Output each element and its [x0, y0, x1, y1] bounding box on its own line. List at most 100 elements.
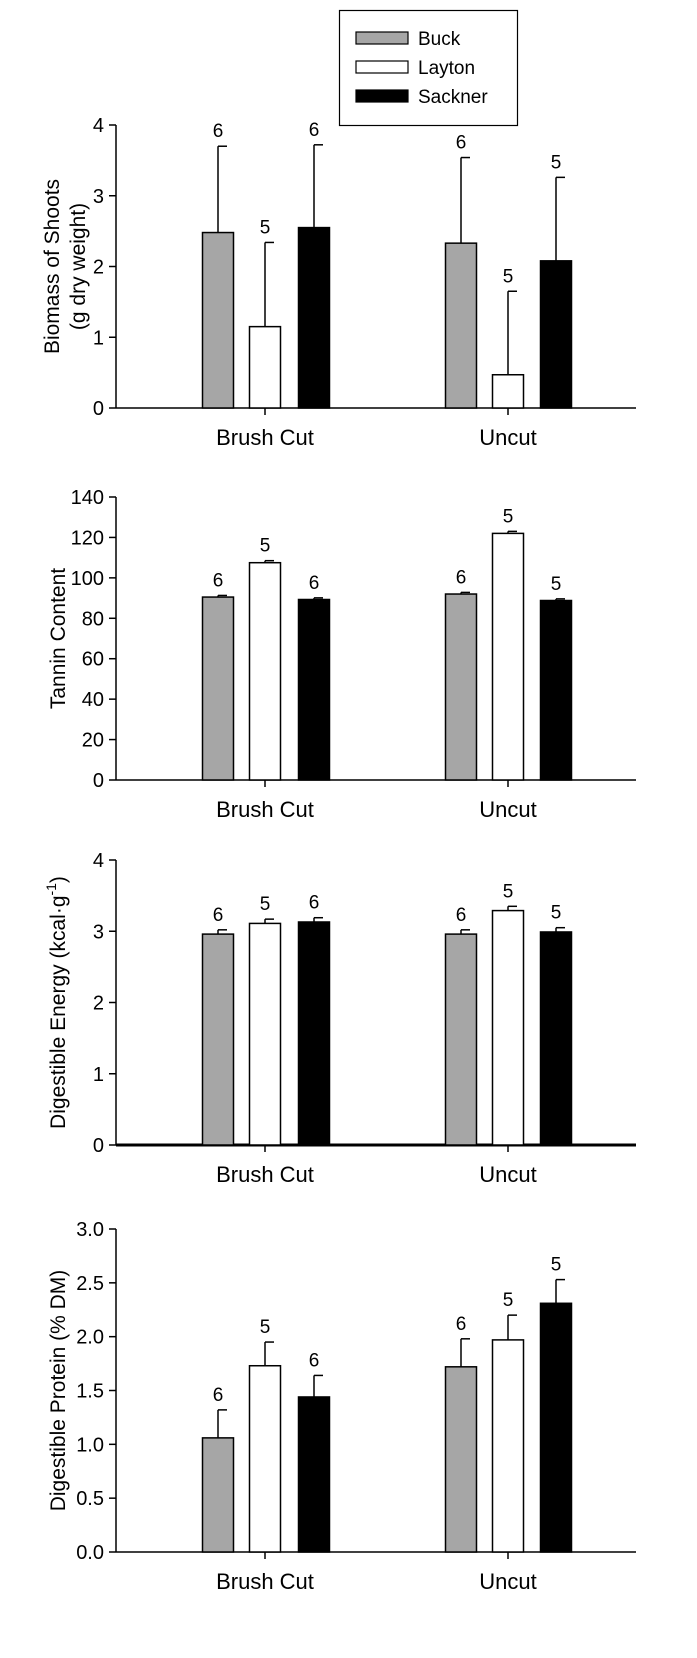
n-label-layton-uncut: 5 [503, 1290, 514, 1311]
y-axis-label: Digestible Protein (% DM) [47, 1270, 70, 1512]
n-label-sackner-uncut: 5 [551, 152, 562, 173]
n-label-layton-brush-cut: 5 [260, 536, 271, 557]
y-axis-label: Biomass of Shoots (g dry weight) [41, 179, 90, 354]
legend-swatch-layton [355, 60, 409, 74]
x-tick-label: Brush Cut [216, 797, 314, 822]
y-axis-label-line: (g dry weight) [67, 203, 90, 330]
y-tick-label: 0 [93, 770, 104, 792]
panel-1: 0 1 2 3 4 Brush Cut Uncut Biomass of Shoots (g d… [41, 115, 636, 450]
n-label-layton-brush-cut: 5 [260, 1317, 271, 1338]
n-label-buck-uncut: 6 [456, 133, 467, 154]
bar-layton-brush-cut [248, 325, 282, 409]
bar-buck-uncut [444, 242, 478, 409]
panel-2: 0 20 40 60 80 100 120 140 Brush Cut Uncut Tannin C… [47, 487, 636, 822]
y-tick-label: 0 [93, 398, 104, 420]
y-axis-label: Tannin Content [47, 568, 70, 709]
n-label-buck-uncut: 6 [456, 1314, 467, 1335]
bar-sackner-brush-cut [297, 598, 331, 781]
y-tick-label: 80 [82, 608, 104, 630]
y-tick-label: 0.0 [76, 1542, 104, 1564]
n-label-layton-uncut: 5 [503, 881, 514, 902]
y-tick-label: 140 [71, 487, 104, 509]
bar-sackner-brush-cut [297, 1396, 331, 1553]
bar-layton-brush-cut [248, 1364, 282, 1553]
n-label-layton-brush-cut: 5 [260, 894, 271, 915]
y-axis-label-line: Biomass of Shoots [41, 179, 64, 354]
n-label-sackner-brush-cut: 6 [309, 573, 320, 594]
y-tick-label: 3 [93, 186, 104, 208]
y-tick-label: 40 [82, 689, 104, 711]
bar-layton-brush-cut [248, 922, 282, 1146]
y-tick-label: 1 [93, 1064, 104, 1086]
y-tick-label: 0.5 [76, 1488, 104, 1510]
bar-sackner-brush-cut [297, 226, 331, 409]
y-tick-label: 4 [93, 115, 104, 137]
x-tick-label: Brush Cut [216, 1569, 314, 1594]
y-tick-label: 2 [93, 993, 104, 1015]
y-axis-label-close: ) [47, 876, 70, 883]
n-label-sackner-brush-cut: 6 [309, 1350, 320, 1371]
bar-buck-uncut [444, 593, 478, 781]
n-label-buck-uncut: 6 [456, 905, 467, 926]
bar-buck-brush-cut [201, 1437, 235, 1553]
bar-layton-uncut [491, 373, 525, 409]
bar-sackner-uncut [539, 1302, 573, 1553]
n-label-buck-brush-cut: 6 [213, 1385, 224, 1406]
y-tick-label: 3 [93, 921, 104, 943]
bar-sackner-uncut [539, 931, 573, 1146]
legend-label-buck: Buck [418, 29, 461, 50]
bar-buck-brush-cut [201, 596, 235, 781]
y-tick-label: 2.5 [76, 1273, 104, 1295]
x-tick-label: Uncut [479, 1162, 536, 1187]
bar-layton-uncut [491, 909, 525, 1146]
n-label-sackner-uncut: 5 [551, 574, 562, 595]
n-label-sackner-uncut: 5 [551, 903, 562, 924]
bar-sackner-uncut [539, 599, 573, 781]
bar-buck-brush-cut [201, 933, 235, 1146]
legend-label-layton: Layton [418, 58, 475, 79]
n-label-layton-brush-cut: 5 [260, 217, 271, 238]
y-axis-label-superscript: -1 [43, 883, 59, 896]
n-label-buck-brush-cut: 6 [213, 121, 224, 142]
x-tick-label: Brush Cut [216, 425, 314, 450]
legend-swatch-buck [355, 31, 409, 45]
n-label-buck-uncut: 6 [456, 567, 467, 588]
x-tick-label: Uncut [479, 425, 536, 450]
x-tick-label: Uncut [479, 1569, 536, 1594]
y-tick-label: 1 [93, 327, 104, 349]
y-tick-label: 100 [71, 568, 104, 590]
bar-buck-brush-cut [201, 231, 235, 409]
x-tick-label: Uncut [479, 797, 536, 822]
bar-buck-uncut [444, 1366, 478, 1553]
y-tick-label: 0 [93, 1135, 104, 1157]
y-tick-label: 20 [82, 730, 104, 752]
n-label-layton-uncut: 5 [503, 266, 514, 287]
y-axis-label-text: Digestible Energy (kcal·g [47, 896, 70, 1129]
bar-buck-uncut [444, 933, 478, 1146]
bar-layton-uncut [491, 532, 525, 781]
bar-layton-uncut [491, 1339, 525, 1553]
y-tick-label: 2 [93, 257, 104, 279]
panel-4: 0.0 0.5 1.0 1.5 2.0 2.5 3.0 Brush Cut Uncut Diges… [47, 1219, 636, 1594]
n-label-layton-uncut: 5 [503, 506, 514, 527]
legend: Buck Layton Sackner [338, 9, 519, 127]
n-label-buck-brush-cut: 6 [213, 570, 224, 591]
bar-sackner-uncut [539, 260, 573, 409]
panel-3: 0 1 2 3 4 Brush Cut Uncut Digestible Energy (kc… [43, 850, 636, 1187]
y-tick-label: 120 [71, 527, 104, 549]
y-axis-label: Digestible Energy (kcal·g-1) [43, 876, 70, 1129]
n-label-sackner-brush-cut: 6 [309, 120, 320, 141]
n-label-sackner-uncut: 5 [551, 1255, 562, 1276]
bar-layton-brush-cut [248, 561, 282, 781]
y-tick-label: 4 [93, 850, 104, 872]
legend-swatch-sackner [355, 89, 409, 103]
y-tick-label: 1.5 [76, 1381, 104, 1403]
chart-panels: 0 1 2 3 4 Brush Cut Uncut Biomass of Shoots (g d… [41, 115, 636, 1594]
y-tick-label: 3.0 [76, 1219, 104, 1241]
bar-sackner-brush-cut [297, 921, 331, 1146]
legend-label-sackner: Sackner [418, 87, 488, 108]
y-tick-label: 1.0 [76, 1434, 104, 1456]
n-label-sackner-brush-cut: 6 [309, 893, 320, 914]
x-tick-label: Brush Cut [216, 1162, 314, 1187]
